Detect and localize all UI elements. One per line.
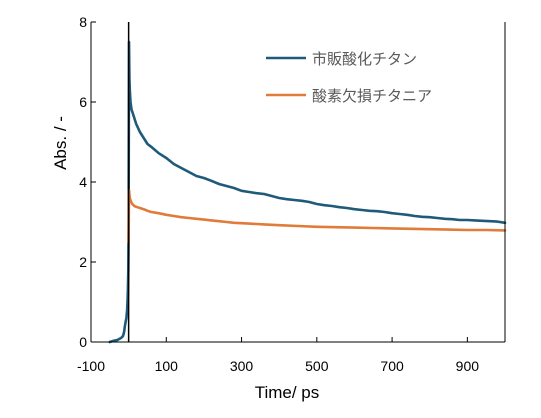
x-tick-label: 100 <box>155 358 179 374</box>
y-tick-label: 6 <box>79 94 87 110</box>
y-tick-label: 2 <box>79 254 87 270</box>
legend-label-1: 市販酸化チタン <box>312 50 417 68</box>
x-axis-title: Time/ ps <box>255 383 320 402</box>
y-axis-title: Abs. / - <box>51 116 70 170</box>
series-line-2 <box>127 188 507 244</box>
legend-label-2: 酸素欠損チタニア <box>312 87 432 105</box>
x-tick-label: 300 <box>230 358 254 374</box>
x-tick-label: 900 <box>456 358 480 374</box>
y-tick-label: 4 <box>79 174 87 190</box>
x-tick-label: 500 <box>305 358 329 374</box>
x-tick-label: 700 <box>380 358 404 374</box>
tick-layer: 0 2 4 6 8 -100 100 300 500 700 900 <box>77 14 479 374</box>
x-tick-label: -100 <box>77 358 105 374</box>
y-tick-label: 8 <box>79 14 87 30</box>
y-tick-label: 0 <box>79 334 87 350</box>
